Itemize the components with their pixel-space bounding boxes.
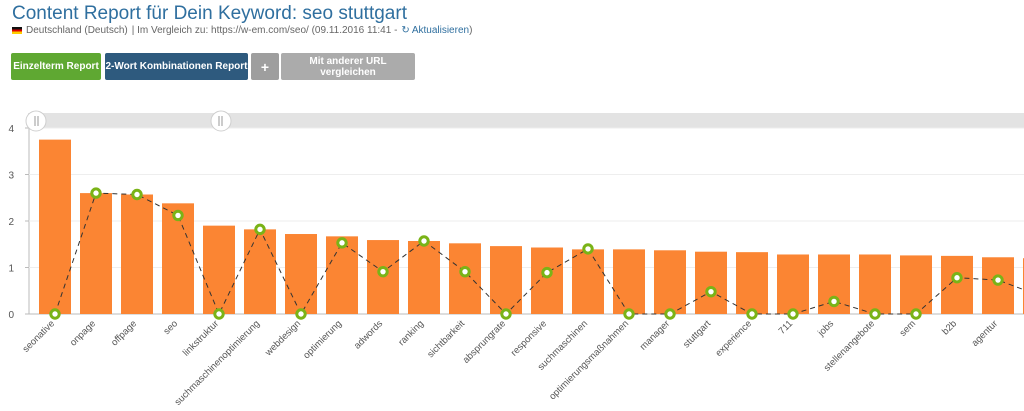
x-tick-label: b2b bbox=[940, 318, 959, 337]
y-tick-label: 3 bbox=[8, 171, 14, 182]
line-point[interactable] bbox=[541, 266, 553, 279]
add-url-button[interactable]: + bbox=[251, 53, 279, 80]
line-point[interactable] bbox=[664, 308, 676, 320]
report-subline: Deutschland (Deutsch) | Im Vergleich zu:… bbox=[12, 25, 472, 36]
bar[interactable] bbox=[121, 194, 153, 314]
bar[interactable] bbox=[162, 203, 194, 314]
x-tick-label: webdesign bbox=[263, 318, 304, 359]
line-point[interactable] bbox=[90, 187, 102, 199]
bar[interactable] bbox=[777, 254, 809, 314]
line-point[interactable] bbox=[418, 235, 430, 247]
x-tick-label: optimierungsmaßnahmen bbox=[547, 318, 631, 402]
line-point[interactable] bbox=[377, 265, 389, 278]
bar[interactable] bbox=[244, 229, 276, 314]
x-tick-label: manager bbox=[638, 318, 672, 352]
line-point[interactable] bbox=[213, 308, 225, 320]
bar[interactable] bbox=[203, 225, 235, 314]
x-tick-label: optimierung bbox=[301, 318, 344, 361]
line-point[interactable] bbox=[828, 295, 840, 308]
x-tick-label: sichtbarkeit bbox=[425, 318, 467, 360]
line-point[interactable] bbox=[172, 209, 184, 222]
refresh-link[interactable]: Aktualisieren bbox=[411, 25, 470, 36]
page-title: Content Report für Dein Keyword: seo stu… bbox=[12, 3, 407, 24]
bar[interactable] bbox=[654, 250, 686, 314]
x-tick-label: sem bbox=[898, 318, 919, 339]
line-point[interactable] bbox=[131, 188, 143, 201]
bar[interactable] bbox=[408, 240, 440, 314]
bar[interactable] bbox=[900, 255, 932, 314]
bar[interactable] bbox=[941, 255, 973, 314]
line-point[interactable] bbox=[992, 274, 1004, 286]
y-tick-label: 0 bbox=[8, 310, 14, 321]
x-tick-label: linkstruktur bbox=[181, 318, 221, 358]
line-point[interactable] bbox=[336, 237, 348, 249]
line-point[interactable] bbox=[910, 308, 922, 320]
chart: 0 1 2 3 4 seonative onpage offpage seo linkstrukt… bbox=[8, 110, 1024, 408]
einzelterm-report-button[interactable]: Einzelterm Report bbox=[11, 53, 101, 80]
line-point[interactable] bbox=[746, 308, 758, 320]
x-tick-label: stuttgart bbox=[681, 318, 713, 350]
range-slider-track[interactable] bbox=[28, 113, 1024, 128]
bar[interactable] bbox=[285, 234, 317, 314]
x-tick-label: offpage bbox=[109, 318, 139, 348]
range-slider-handle-left[interactable] bbox=[25, 110, 47, 132]
x-tick-label: responsive bbox=[509, 318, 549, 358]
range-slider-handle-right[interactable] bbox=[210, 110, 232, 132]
line-point[interactable] bbox=[582, 243, 594, 255]
bar[interactable] bbox=[736, 252, 768, 314]
bar[interactable] bbox=[859, 254, 891, 314]
subline-close-paren: ) bbox=[469, 25, 473, 36]
bar[interactable] bbox=[490, 246, 522, 314]
y-tick-label: 1 bbox=[8, 264, 14, 275]
x-tick-label: 711 bbox=[777, 318, 795, 336]
bar[interactable] bbox=[613, 249, 645, 314]
compare-url-text: | Im Vergleich zu: https://w-em.com/seo/… bbox=[131, 25, 398, 36]
x-tick-label: jobs bbox=[815, 318, 836, 339]
bar[interactable] bbox=[80, 193, 112, 314]
line-point[interactable] bbox=[623, 308, 635, 320]
bar[interactable] bbox=[572, 249, 604, 314]
bar[interactable] bbox=[39, 139, 71, 314]
line-point[interactable] bbox=[500, 308, 512, 320]
x-tick-label: seonative bbox=[21, 318, 58, 355]
line-point[interactable] bbox=[951, 272, 963, 284]
x-tick-label: adwords bbox=[352, 318, 385, 351]
x-tick-label: seo bbox=[162, 318, 181, 337]
line-point[interactable] bbox=[459, 265, 471, 278]
y-tick-label: 4 bbox=[8, 124, 14, 135]
line-point[interactable] bbox=[787, 308, 799, 320]
compare-url-button[interactable]: Mit anderer URL vergleichen bbox=[281, 53, 415, 80]
line-point[interactable] bbox=[295, 308, 307, 320]
x-tick-label: agentur bbox=[970, 318, 1001, 349]
x-tick-label: suchmaschinenoptimierung bbox=[173, 318, 263, 408]
line-point[interactable] bbox=[705, 285, 717, 298]
bar[interactable] bbox=[531, 247, 563, 314]
x-tick-label: ranking bbox=[396, 318, 426, 348]
x-tick-label: absprungrate bbox=[461, 318, 508, 365]
zwei-wort-report-button[interactable]: 2-Wort Kombinationen Report bbox=[105, 53, 248, 80]
line-point[interactable] bbox=[49, 308, 61, 320]
line-point[interactable] bbox=[254, 223, 266, 236]
refresh-icon[interactable]: ↻ bbox=[401, 25, 410, 36]
x-tick-label: onpage bbox=[68, 318, 98, 348]
y-tick-label: 2 bbox=[8, 217, 14, 228]
bar[interactable] bbox=[449, 243, 481, 314]
x-tick-label: experience bbox=[713, 318, 754, 359]
country-label: Deutschland (Deutsch) bbox=[26, 25, 128, 36]
bar[interactable] bbox=[326, 236, 358, 314]
germany-flag-icon bbox=[12, 27, 22, 34]
bar[interactable] bbox=[695, 251, 727, 314]
line-point[interactable] bbox=[869, 308, 881, 320]
